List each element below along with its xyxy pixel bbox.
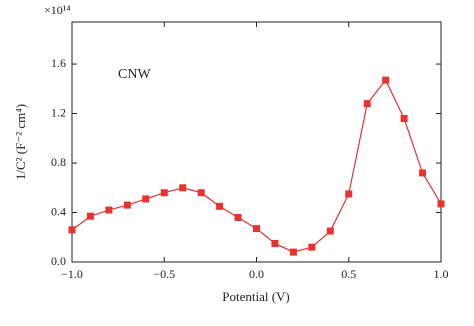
annotation: CNW [118, 67, 151, 82]
data-point [216, 202, 224, 210]
data-point [308, 243, 316, 251]
data-point [289, 248, 297, 256]
data-point [68, 226, 76, 234]
x-tick-label: −0.5 [153, 267, 175, 281]
data-point [86, 212, 94, 220]
data-point [142, 195, 150, 203]
y-axis-label: 1/C² (F⁻² cm⁴) [13, 104, 28, 180]
data-point [400, 114, 408, 122]
data-point [271, 239, 279, 247]
x-axis-label: Potential (V) [222, 289, 290, 304]
x-tick-label: 0.0 [249, 267, 264, 281]
data-point [197, 189, 205, 197]
x-tick-label: 0.5 [341, 267, 356, 281]
data-point [382, 76, 390, 84]
data-point [105, 206, 113, 214]
data-point [419, 169, 427, 177]
y-tick-label: 1.2 [51, 105, 66, 119]
data-point [345, 190, 353, 198]
data-point [160, 189, 168, 197]
y-tick-label: 1.6 [51, 56, 66, 70]
data-point [234, 213, 242, 221]
data-point [326, 227, 334, 235]
x-tick-label: 1.0 [434, 267, 449, 281]
y-tick-label: 0.8 [51, 155, 66, 169]
x-tick-label: −1.0 [61, 267, 83, 281]
data-point [437, 200, 445, 208]
data-point [179, 184, 187, 192]
data-point [123, 201, 131, 209]
y-multiplier: ×10¹⁴ [44, 3, 71, 17]
data-point [253, 225, 260, 233]
y-tick-label: 0.0 [51, 254, 66, 268]
data-point [363, 100, 371, 108]
y-tick-label: 0.4 [51, 204, 66, 218]
